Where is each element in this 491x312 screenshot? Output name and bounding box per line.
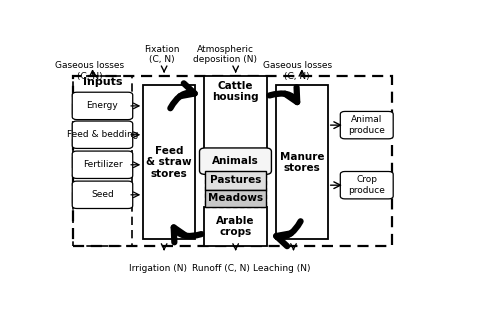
Text: Gaseous losses
(C, N): Gaseous losses (C, N) [263,61,332,81]
Text: Seed: Seed [91,190,114,199]
Text: Leaching (N): Leaching (N) [253,265,311,273]
FancyBboxPatch shape [199,148,272,174]
FancyBboxPatch shape [276,85,328,239]
FancyBboxPatch shape [205,171,266,190]
Text: Fixation
(C, N): Fixation (C, N) [144,45,180,64]
Text: Meadows: Meadows [208,193,263,203]
Text: Gaseous losses
(C, N): Gaseous losses (C, N) [55,61,125,81]
Text: Animals: Animals [212,156,259,166]
Text: Animal
produce: Animal produce [348,115,385,135]
FancyBboxPatch shape [340,111,393,139]
Text: Crop
produce: Crop produce [348,175,385,195]
Text: Feed & bedding: Feed & bedding [67,130,138,139]
Text: Manure
stores: Manure stores [280,152,325,173]
Text: Cattle
housing: Cattle housing [212,81,259,102]
Text: Feed
& straw
stores: Feed & straw stores [146,146,191,179]
FancyBboxPatch shape [72,121,133,149]
FancyBboxPatch shape [72,181,133,208]
FancyBboxPatch shape [204,76,267,159]
Text: Runoff (C, N): Runoff (C, N) [192,265,250,273]
Text: Arable
crops: Arable crops [216,216,255,237]
Text: Pastures: Pastures [210,175,261,185]
FancyBboxPatch shape [340,172,393,199]
FancyBboxPatch shape [143,85,194,239]
FancyBboxPatch shape [205,190,266,207]
FancyBboxPatch shape [72,92,133,119]
Text: Irrigation (N): Irrigation (N) [130,265,188,273]
Text: Energy: Energy [86,101,118,110]
FancyBboxPatch shape [204,207,267,246]
Text: Fertilizer: Fertilizer [82,160,122,169]
Text: Atmospheric
deposition (N): Atmospheric deposition (N) [193,45,257,64]
Text: Inputs: Inputs [82,77,122,87]
FancyBboxPatch shape [72,151,133,178]
